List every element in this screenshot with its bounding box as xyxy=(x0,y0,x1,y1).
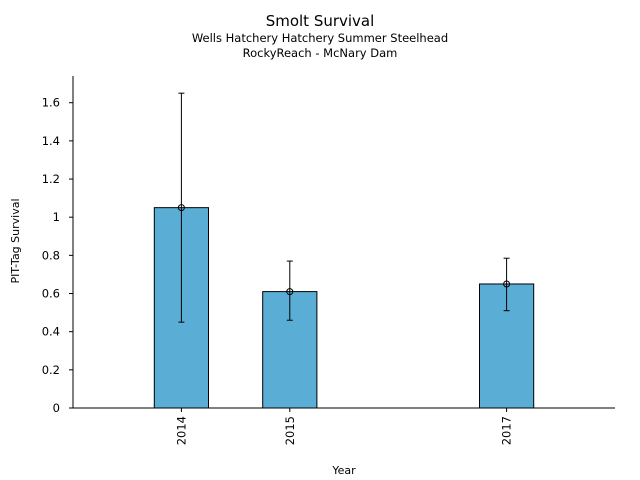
point-marker xyxy=(503,280,511,288)
y-tick-label: 1.4 xyxy=(42,134,60,148)
axes-layer: 0 0.2 0.4 0.6 0.8 1 1.2 1.4 1.6 2014 2015 2017 xyxy=(42,76,615,445)
y-tick-label: 0 xyxy=(53,401,60,415)
y-tick-label: 0.4 xyxy=(42,325,60,339)
y-tick-label: 0.8 xyxy=(42,248,60,262)
x-tick-label: 2015 xyxy=(283,416,297,445)
x-tick-label: 2014 xyxy=(174,416,188,445)
x-axis-label: Year xyxy=(331,464,356,477)
chart-subtitle-line-1: Wells Hatchery Hatchery Summer Steelhead xyxy=(191,31,449,45)
bars-layer xyxy=(153,207,535,409)
y-tick-label: 0.6 xyxy=(42,287,60,301)
point-marker xyxy=(177,204,185,212)
y-tick-label: 1.6 xyxy=(42,96,60,110)
y-tick-label: 0.2 xyxy=(42,363,60,377)
x-tick-label: 2017 xyxy=(500,416,514,445)
y-tick-label: 1.2 xyxy=(42,172,60,186)
point-marker xyxy=(286,288,294,296)
y-tick-label: 1 xyxy=(53,210,60,224)
chart-title: Smolt Survival xyxy=(265,12,375,30)
error-bars-layer xyxy=(177,92,511,323)
y-axis-label: PIT-Tag Survival xyxy=(9,198,22,283)
chart-subtitle-line-2: RockyReach - McNary Dam xyxy=(242,46,398,60)
